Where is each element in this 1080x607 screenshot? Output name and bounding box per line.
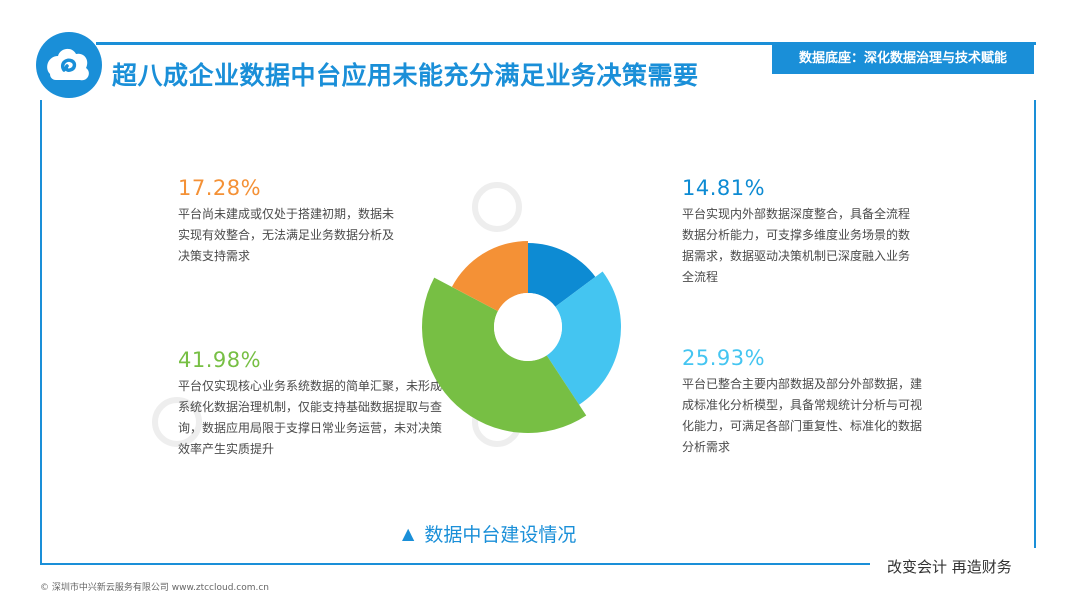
page-title: 超八成企业数据中台应用未能充分满足业务决策需要	[112, 61, 699, 90]
frame-left-rule	[40, 100, 42, 565]
chart-caption-text: 数据中台建设情况	[424, 524, 577, 546]
segment-orange-block: 17.28% 平台尚未建成或仅处于搭建初期，数据未实现有效整合，无法满足业务数据…	[178, 176, 403, 267]
watermark-logo-icon	[152, 397, 202, 447]
segment-green-block: 41.98% 平台仅实现核心业务系统数据的简单汇聚，未形成系统化数据治理机制，仅…	[178, 348, 443, 460]
triangle-up-icon: ▲	[402, 524, 415, 543]
header-rule	[96, 42, 1036, 45]
chart-caption: ▲ 数据中台建设情况	[402, 520, 576, 547]
percent-label: 14.81%	[682, 176, 766, 200]
segment-description: 平台仅实现核心业务系统数据的简单汇聚，未形成系统化数据治理机制，仅能支持基础数据…	[178, 379, 443, 456]
segment-description: 平台尚未建成或仅处于搭建初期，数据未实现有效整合，无法满足业务数据分析及决策支持…	[178, 207, 395, 263]
cloud-swirl-logo-icon	[36, 32, 102, 98]
chart-slice-light-blue	[546, 271, 622, 405]
chart-slice-blue	[528, 243, 596, 307]
chart-slice-orange	[451, 241, 528, 312]
percent-label: 41.98%	[178, 348, 262, 372]
section-badge: 数据底座：深化数据治理与技术赋能	[772, 44, 1034, 74]
footer-copyright: © 深圳市中兴新云服务有限公司 www.ztccloud.com.cn	[40, 583, 270, 593]
frame-bottom-rule	[40, 563, 870, 565]
slogan: 改变会计 再造财务	[887, 558, 1012, 576]
chart-center-hole	[494, 293, 562, 361]
rose-donut-chart	[421, 241, 622, 433]
segment-description: 平台实现内外部数据深度整合，具备全流程数据分析能力，可支撑多维度业务场景的数据需…	[682, 207, 911, 284]
segment-blue-block: 14.81% 平台实现内外部数据深度整合，具备全流程数据分析能力，可支撑多维度业…	[682, 176, 912, 288]
chart-slice-green	[421, 277, 587, 433]
frame-right-rule	[1034, 100, 1036, 548]
watermark-logo-icon	[472, 182, 522, 232]
percent-label: 25.93%	[682, 346, 766, 370]
segment-light-block: 25.93% 平台已整合主要内部数据及部分外部数据，建成标准化分析模型，具备常规…	[682, 346, 922, 458]
segment-description: 平台已整合主要内部数据及部分外部数据，建成标准化分析模型，具备常规统计分析与可视…	[682, 377, 923, 454]
percent-label: 17.28%	[178, 176, 262, 200]
